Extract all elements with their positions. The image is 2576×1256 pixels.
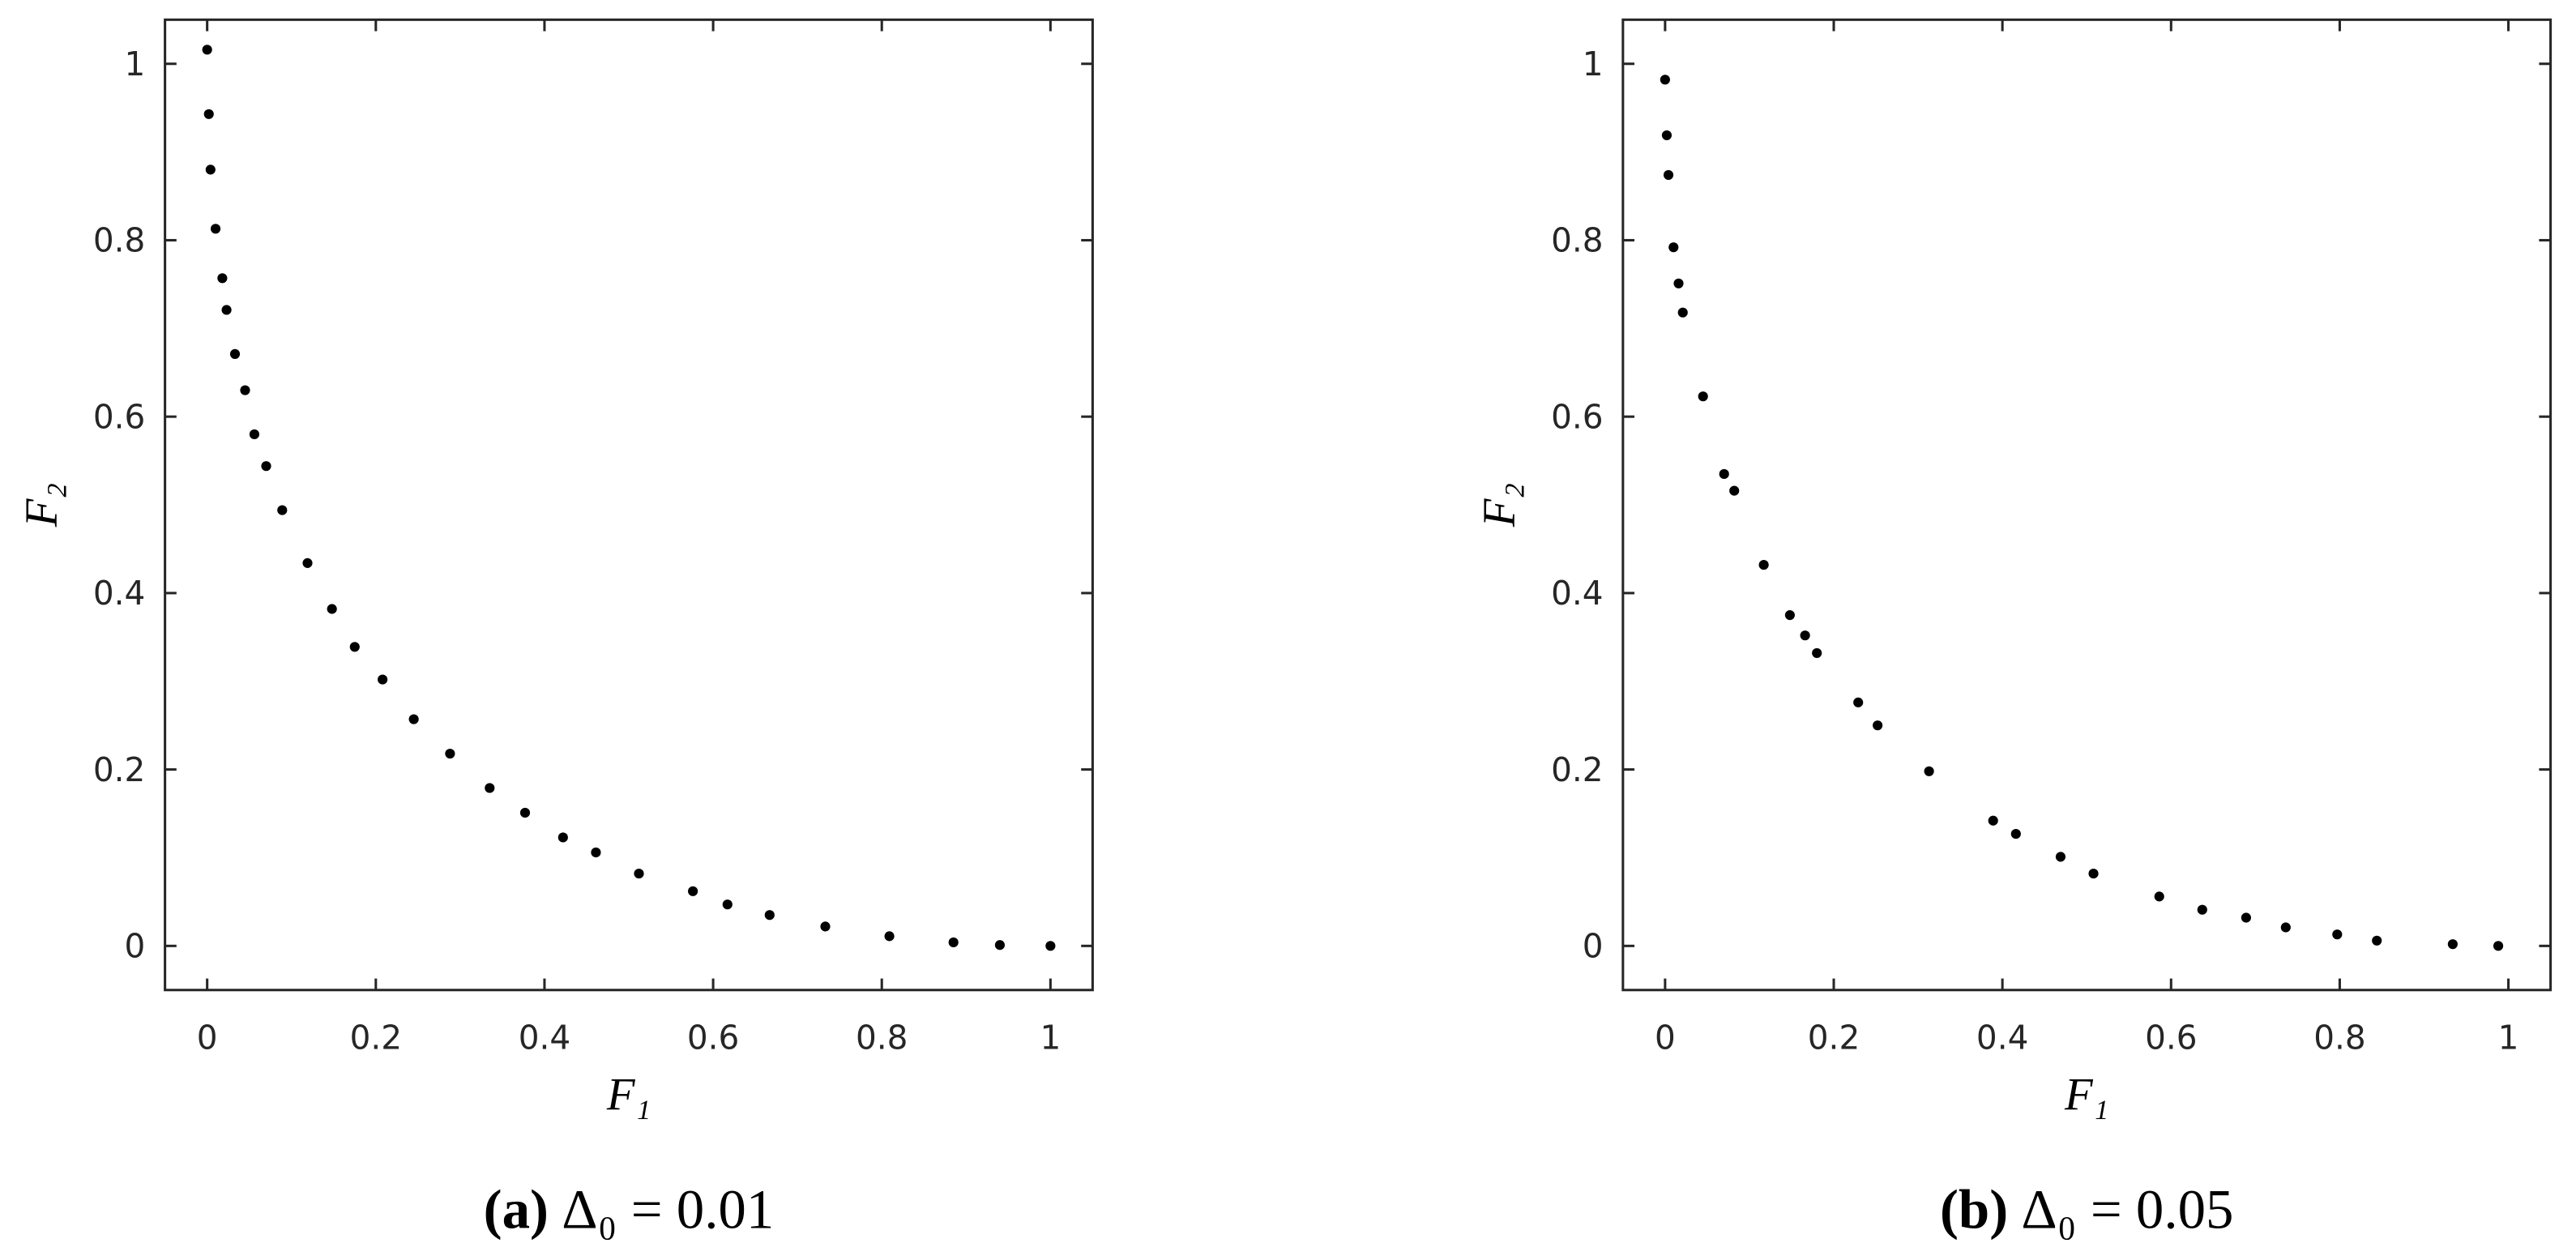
- data-point: [485, 783, 495, 793]
- x-tick-label: 0.2: [1808, 1019, 1860, 1057]
- y-tick-label: 0.2: [1551, 750, 1603, 789]
- data-point: [1853, 697, 1864, 707]
- data-point: [203, 109, 214, 119]
- data-point: [1873, 720, 1883, 731]
- data-point: [2332, 929, 2343, 940]
- data-point: [557, 832, 568, 843]
- data-point: [820, 921, 831, 932]
- y-tick-label: 0.8: [93, 221, 145, 260]
- data-point: [1668, 242, 1679, 253]
- data-point: [1677, 307, 1688, 318]
- data-point: [261, 461, 271, 472]
- data-point: [327, 604, 337, 614]
- data-point: [205, 164, 216, 175]
- data-point: [217, 273, 228, 284]
- data-point: [1800, 630, 1810, 641]
- data-point: [1045, 941, 1056, 951]
- data-point: [2197, 904, 2207, 915]
- data-point: [202, 45, 212, 55]
- data-point: [2447, 939, 2458, 950]
- data-point: [591, 847, 601, 858]
- data-point: [2154, 891, 2164, 902]
- data-point: [1719, 468, 1729, 480]
- y-axis-label: F₂: [1474, 483, 1525, 528]
- x-axis-label: F₁: [2064, 1070, 2108, 1121]
- y-tick-label: 0.2: [93, 750, 145, 789]
- plot-frame: [1621, 18, 2553, 992]
- y-tick-label: 0.8: [1551, 221, 1603, 260]
- data-point: [1729, 485, 1740, 496]
- data-point: [948, 937, 959, 948]
- data-point: [249, 429, 260, 440]
- data-point: [2372, 935, 2382, 946]
- caption-label: (a): [484, 1179, 549, 1241]
- caption: (a) Δ₀ = 0.01: [484, 1179, 775, 1241]
- y-tick-label: 0: [125, 927, 146, 966]
- y-tick-label: 0.6: [93, 397, 145, 436]
- x-tick-label: 0.6: [687, 1019, 739, 1057]
- y-tick-label: 1: [125, 45, 146, 83]
- data-point: [519, 807, 531, 818]
- x-tick-label: 0.4: [1976, 1019, 2028, 1057]
- data-point: [277, 505, 288, 515]
- data-point: [722, 899, 733, 910]
- data-point: [445, 748, 455, 759]
- x-tick-label: 0.2: [350, 1019, 402, 1057]
- x-tick-label: 0: [197, 1019, 218, 1057]
- data-point: [1661, 130, 1672, 140]
- data-point: [1660, 75, 1670, 85]
- data-point: [688, 886, 698, 896]
- data-point: [1663, 169, 1674, 180]
- y-tick-label: 0.6: [1551, 397, 1603, 436]
- x-tick-label: 0.4: [519, 1019, 570, 1057]
- data-point: [221, 305, 232, 315]
- data-point: [2055, 852, 2066, 862]
- y-tick-label: 0: [1583, 927, 1604, 966]
- data-point: [634, 868, 644, 879]
- data-point: [1924, 766, 1934, 776]
- data-point: [240, 385, 250, 395]
- data-point: [1988, 815, 1998, 826]
- x-tick-label: 1: [2498, 1019, 2519, 1057]
- data-point: [1698, 391, 1708, 402]
- data-point: [2088, 868, 2099, 879]
- x-tick-label: 0.8: [856, 1019, 908, 1057]
- data-point: [1784, 610, 1795, 621]
- caption-label: (b): [1940, 1179, 2008, 1241]
- x-axis-label: F₁: [606, 1070, 651, 1121]
- y-tick-label: 0.4: [93, 574, 145, 613]
- data-point: [884, 931, 895, 942]
- y-tick-label: 1: [1583, 45, 1604, 83]
- x-tick-label: 0.8: [2313, 1019, 2365, 1057]
- data-point: [2010, 829, 2021, 839]
- data-point: [2493, 941, 2504, 951]
- caption: (b) Δ₀ = 0.05: [1940, 1179, 2234, 1241]
- data-point: [349, 642, 360, 652]
- data-point: [378, 674, 388, 685]
- data-point: [229, 348, 241, 359]
- x-tick-label: 0.6: [2145, 1019, 2197, 1057]
- data-point: [764, 910, 775, 921]
- chart-panel: 0 0.2 0.4 0.6 0.8 1 0 0.2 0.4 0.6 0.8 1 F₁ F₂ (b) Δ₀ = …: [1474, 18, 2553, 1241]
- plot-frame: [164, 18, 1094, 992]
- y-tick-label: 0.4: [1551, 574, 1603, 613]
- data-point: [210, 224, 221, 234]
- caption-text: Δ₀ = 0.01: [562, 1179, 774, 1241]
- data-point: [1758, 559, 1769, 570]
- data-point: [2241, 912, 2251, 923]
- data-point: [1812, 647, 1822, 659]
- data-point: [2280, 922, 2291, 933]
- x-tick-label: 0: [1655, 1019, 1676, 1057]
- caption-text: Δ₀ = 0.05: [2021, 1179, 2233, 1241]
- y-axis-label: F₂: [16, 483, 67, 528]
- data-point: [994, 940, 1005, 951]
- data-point: [302, 558, 313, 568]
- chart-panel: 0 0.2 0.4 0.6 0.8 1 0 0.2 0.4 0.6 0.8 1 F₁ F₂ (a) Δ₀ = …: [16, 18, 1094, 1241]
- x-tick-label: 1: [1040, 1019, 1061, 1057]
- data-point: [1673, 278, 1684, 288]
- data-point: [408, 714, 419, 724]
